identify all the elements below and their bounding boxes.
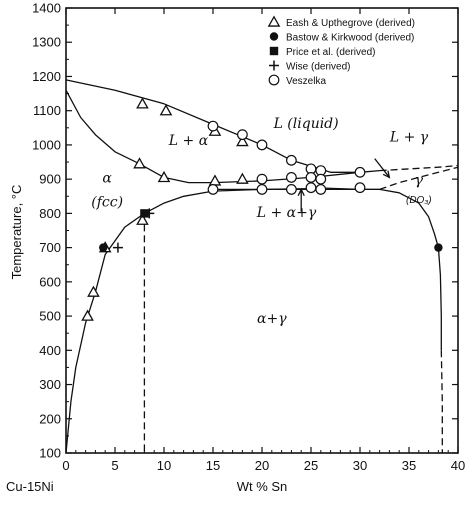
data-point-open-circle bbox=[256, 173, 268, 185]
data-point-open-circle bbox=[236, 129, 248, 141]
data-point-triangle bbox=[208, 174, 222, 186]
y-tick-label: 1200 bbox=[32, 69, 61, 84]
data-point-triangle bbox=[159, 104, 173, 116]
x-tick-label: 30 bbox=[353, 458, 367, 473]
y-tick-label: 800 bbox=[39, 206, 61, 221]
data-point-open-circle bbox=[286, 184, 297, 195]
data-point-open-circle bbox=[315, 173, 327, 185]
data-point-triangle bbox=[236, 172, 249, 184]
x-tick-label: 20 bbox=[255, 458, 269, 473]
y-tick-label: 700 bbox=[39, 240, 61, 255]
data-point-plus bbox=[269, 60, 279, 71]
data-point-filled-circle bbox=[269, 32, 279, 41]
phase-boundary-line bbox=[379, 164, 459, 172]
legend-entry-label: Bastow & Kirkwood (derived) bbox=[286, 33, 414, 44]
legend-entry-label: Wise (derived) bbox=[286, 62, 350, 73]
data-point-triangle bbox=[133, 157, 146, 169]
data-point-plus bbox=[144, 208, 155, 219]
data-point-triangle bbox=[236, 134, 249, 147]
region-label: γ bbox=[415, 172, 424, 188]
data-point-triangle bbox=[267, 15, 281, 27]
region-label: (fcc) bbox=[91, 195, 123, 211]
annotation-arrow-head bbox=[382, 170, 391, 179]
y-tick-label: 1000 bbox=[32, 137, 61, 152]
data-point-plus bbox=[112, 242, 123, 253]
data-point-open-circle bbox=[207, 120, 219, 132]
legend-entry-label: Eash & Upthegrove (derived) bbox=[286, 18, 415, 29]
data-point-triangle bbox=[87, 285, 100, 297]
data-point-filled-circle bbox=[99, 243, 108, 252]
y-tick-label: 100 bbox=[39, 446, 61, 461]
x-origin-label: Cu-15Ni bbox=[6, 479, 54, 494]
x-tick-label: 40 bbox=[451, 458, 465, 473]
y-tick-label: 900 bbox=[39, 172, 61, 187]
region-label: (DO₃) bbox=[406, 195, 432, 206]
region-label: α bbox=[102, 171, 112, 187]
region-label: L + γ bbox=[389, 130, 429, 146]
y-tick-label: 300 bbox=[39, 377, 61, 392]
x-tick-label: 25 bbox=[304, 458, 318, 473]
legend-entry-label: Price et al. (derived) bbox=[286, 47, 375, 58]
region-label: L + α+γ bbox=[256, 205, 317, 221]
x-axis-title: Wt % Sn bbox=[237, 479, 288, 494]
x-tick-label: 35 bbox=[402, 458, 416, 473]
y-tick-label: 600 bbox=[39, 274, 61, 289]
data-point-triangle bbox=[157, 170, 171, 183]
x-tick-label: 10 bbox=[157, 458, 171, 473]
data-point-triangle bbox=[136, 213, 149, 225]
y-tick-label: 500 bbox=[39, 309, 61, 324]
data-point-open-circle bbox=[354, 166, 366, 178]
data-point-open-circle bbox=[286, 172, 297, 183]
y-tick-label: 1100 bbox=[33, 103, 61, 118]
phase-boundary-line bbox=[440, 350, 443, 453]
data-point-open-circle bbox=[256, 139, 268, 151]
data-point-square bbox=[269, 46, 279, 56]
y-tick-label: 400 bbox=[39, 343, 61, 358]
phase-boundary-line bbox=[379, 166, 459, 191]
legend-entry-label: Veszelka bbox=[286, 76, 326, 87]
y-axis-title: Temperature, °C bbox=[9, 185, 24, 280]
data-point-open-circle bbox=[286, 154, 297, 166]
region-label: L (liquid) bbox=[273, 116, 339, 132]
annotation-arrow-head bbox=[297, 187, 305, 197]
data-point-open-circle bbox=[268, 74, 280, 86]
y-tick-label: 1400 bbox=[32, 1, 61, 16]
y-tick-label: 200 bbox=[39, 411, 61, 426]
region-label: L + α bbox=[168, 133, 209, 149]
x-tick-label: 5 bbox=[111, 458, 118, 473]
region-label: α+γ bbox=[257, 311, 287, 327]
x-tick-label: 15 bbox=[206, 458, 220, 473]
data-point-open-circle bbox=[315, 184, 327, 195]
phase-boundary-line bbox=[310, 187, 442, 351]
data-point-triangle bbox=[81, 309, 94, 321]
data-point-open-circle bbox=[305, 182, 317, 194]
data-point-open-circle bbox=[207, 184, 219, 195]
data-point-open-circle bbox=[256, 184, 268, 195]
data-point-filled-circle bbox=[434, 243, 443, 252]
plot-frame bbox=[65, 7, 459, 454]
annotation-arrow-line bbox=[374, 158, 390, 178]
x-tick-label: 0 bbox=[62, 458, 69, 473]
data-point-open-circle bbox=[354, 182, 366, 194]
data-point-open-circle bbox=[305, 172, 317, 183]
data-point-triangle bbox=[136, 97, 149, 109]
y-tick-label: 1300 bbox=[32, 35, 61, 50]
